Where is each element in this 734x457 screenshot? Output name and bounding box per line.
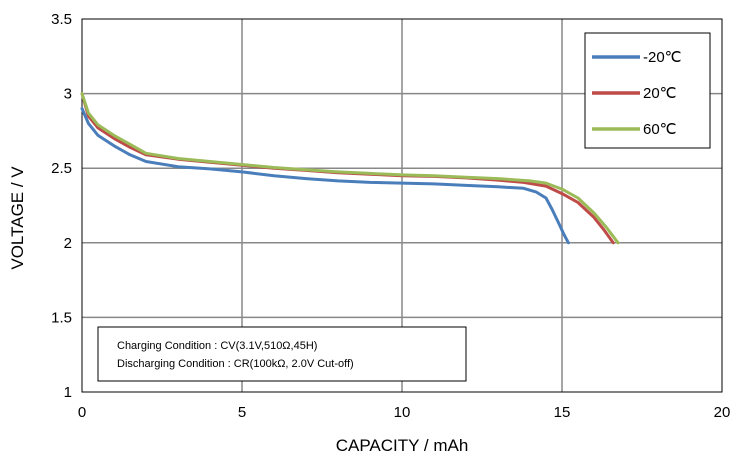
series-line-0 — [80, 107, 570, 245]
y-tick-label: 1 — [64, 384, 72, 401]
y-tick-label: 3.5 — [51, 11, 72, 28]
y-tick-label: 3 — [64, 86, 72, 103]
discharging-condition-text: Discharging Condition : CR(100kΩ, 2.0V C… — [117, 358, 354, 370]
legend-label-20: 20℃ — [643, 85, 677, 102]
y-tick-label: 2 — [64, 235, 72, 252]
plot-area-border — [81, 18, 723, 393]
y-tick-label: 1.5 — [51, 309, 72, 326]
legend: -20℃ 20℃ 60℃ — [584, 32, 711, 149]
x-tick-label: 20 — [714, 404, 731, 421]
x-tick-label: 10 — [394, 404, 411, 421]
x-axis-ticks: 0 5 10 15 20 — [78, 404, 731, 421]
condition-annotation: Charging Condition : CV(3.1V,510Ω,45H) D… — [97, 326, 467, 382]
series-line-2 — [80, 92, 620, 245]
legend-label-minus20: -20℃ — [643, 49, 682, 66]
charging-condition-text: Charging Condition : CV(3.1V,510Ω,45H) — [117, 340, 317, 352]
x-tick-label: 15 — [554, 404, 571, 421]
series-lines — [80, 92, 620, 245]
x-axis-title: CAPACITY / mAh — [336, 436, 469, 455]
y-tick-label: 2.5 — [51, 160, 72, 177]
legend-label-60: 60℃ — [643, 121, 677, 138]
x-tick-label: 5 — [238, 404, 246, 421]
x-tick-label: 0 — [78, 404, 86, 421]
annotation-box — [97, 326, 467, 382]
y-axis-ticks: 1 1.5 2 2.5 3 3.5 — [51, 11, 72, 401]
y-axis-title: VOLTAGE / V — [8, 166, 27, 270]
